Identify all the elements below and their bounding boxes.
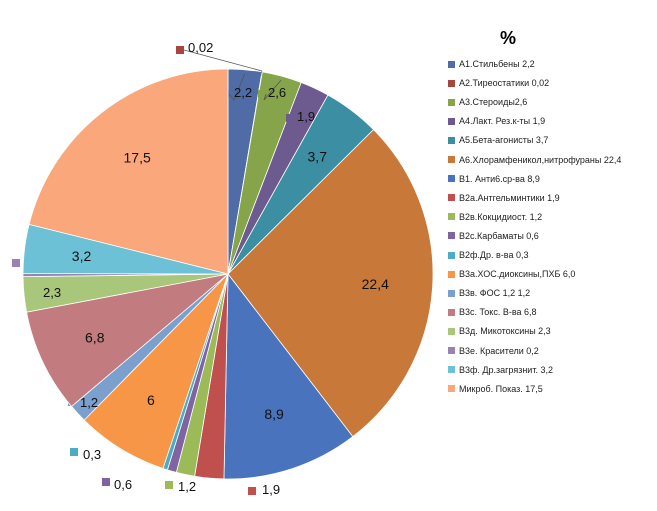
slice-data-label: 1,2 [80,395,98,410]
slice-data-label: 8,9 [264,406,284,422]
slice-data-label: 1,9 [297,109,315,124]
legend-item: B1. Анти6.ср-ва 8,9 [448,170,540,188]
legend-label: B2c.Карбаматы 0,6 [459,230,539,241]
legend-label: B3c. Токс. В-ва 6,8 [459,307,537,318]
leader-line [228,73,246,101]
legend-title: % [500,28,517,48]
legend-item: B3ф. Др.загрязнит. 3,2 [448,361,553,379]
legend-label: B1. Анти6.ср-ва 8,9 [459,173,540,184]
legend-label: A5.Бета-агонисты 3,7 [459,135,549,146]
legend-item: B2c.Карбаматы 0,6 [448,227,539,245]
slice-label-marker [70,448,78,456]
legend-swatch [448,136,455,144]
legend-swatch [448,175,455,183]
legend-swatch [448,79,455,87]
slice-data-label: 1,2 [178,479,196,494]
legend-swatch [448,366,455,374]
pie-slice [26,273,230,408]
legend-item: A5.Бета-агонисты 3,7 [448,131,548,149]
legend-label: Микроб. Показ. 17,5 [459,383,543,394]
legend-item: A4.Лакт. Рез.к-ты 1,9 [448,112,545,130]
slice-data-label: 3,2 [72,248,92,264]
legend-item: B3д. Микотоксины 2,3 [448,322,551,340]
legend-label: B2в.Кокцидиост. 1,2 [459,211,543,222]
slice-label-marker [165,481,173,489]
legend-swatch [448,289,455,297]
slice-data-label: 6 [147,392,155,408]
slice-label-marker [248,487,256,495]
slice-label-marker [286,114,294,122]
legend-item: B3e. Красители 0,2 [448,342,539,360]
legend-swatch [448,232,455,240]
legend-item: A2.Тиреостатики 0,02 [448,74,549,92]
slice-data-label: 2,3 [43,285,61,300]
legend-label: A6.Хлорамфеникол,нитрофураны 22,4 [459,154,622,165]
legend-swatch [448,327,455,335]
slice-label-marker [12,259,20,267]
slice-data-label: 3,7 [308,148,328,164]
legend-item: B3a.ХОС.диоксины,ПХБ 6,0 [448,265,575,283]
legend-item: A1.Стильбены 2,2 [448,55,535,73]
pie-slice [227,129,434,438]
legend-item: B2ф.Др. в-ва 0,3 [448,246,529,264]
legend-label: A4.Лакт. Рез.к-ты 1,9 [459,116,546,127]
slice-data-label: 22,4 [362,276,389,292]
legend-swatch [448,117,455,125]
legend-label: B3e. Красители 0,2 [459,345,539,356]
slice-label-marker [30,288,38,296]
legend-label: A1.Стильбены 2,2 [459,59,535,69]
legend-swatch [448,194,455,202]
legend-swatch [448,270,455,278]
legend-label: B3ф. Др.загрязнит. 3,2 [459,364,553,375]
slice-data-label: 0,3 [83,447,101,462]
slice-data-label: 6,8 [85,330,105,346]
slice-data-label: 2,2 [234,85,252,100]
legend-swatch [448,213,455,221]
slice-data-label: 1,9 [262,482,280,497]
legend-item: B3c. Токс. В-ва 6,8 [448,303,537,321]
legend-label: A3.Стероиды2,6 [459,97,528,108]
slice-data-label: 17,5 [124,150,151,166]
leader-line [263,79,282,101]
slice-label-marker [258,90,266,98]
pie-slice [28,68,229,275]
legend-label: A2.Тиреостатики 0,02 [459,78,550,89]
legend-item: B2a.Антгельминтики 1,9 [448,189,560,207]
legend-swatch [448,60,455,68]
legend-item: Микроб. Показ. 17,5 [448,380,543,398]
legend-swatch [448,347,455,354]
legend-swatch [448,156,455,163]
legend-label: B3в. ФОС 1,2 1,2 [459,288,531,299]
legend-item: A6.Хлорамфеникол,нитрофураны 22,4 [448,151,621,169]
slice-label-marker [102,478,110,486]
legend-label: B3д. Микотоксины 2,3 [459,326,551,337]
legend-label: B2ф.Др. в-ва 0,3 [459,250,529,260]
legend-item: B3в. ФОС 1,2 1,2 [448,284,530,302]
legend-label: B2a.Антгельминтики 1,9 [459,192,560,203]
legend-swatch [448,385,455,393]
legend-swatch [448,251,455,259]
legend-swatch [448,308,455,316]
slice-data-label: 0,6 [114,477,132,492]
slice-label-marker [176,46,184,54]
pie-slice [223,272,354,480]
legend-item: A3.Стероиды2,6 [448,93,527,111]
slice-data-label: 2,6 [268,85,286,100]
legend-label: B3a.ХОС.диоксины,ПХБ 6,0 [459,269,576,280]
slice-data-label: 0,02 [188,40,213,55]
legend-swatch [448,98,455,106]
legend-item: B2в.Кокцидиост. 1,2 [448,208,542,226]
